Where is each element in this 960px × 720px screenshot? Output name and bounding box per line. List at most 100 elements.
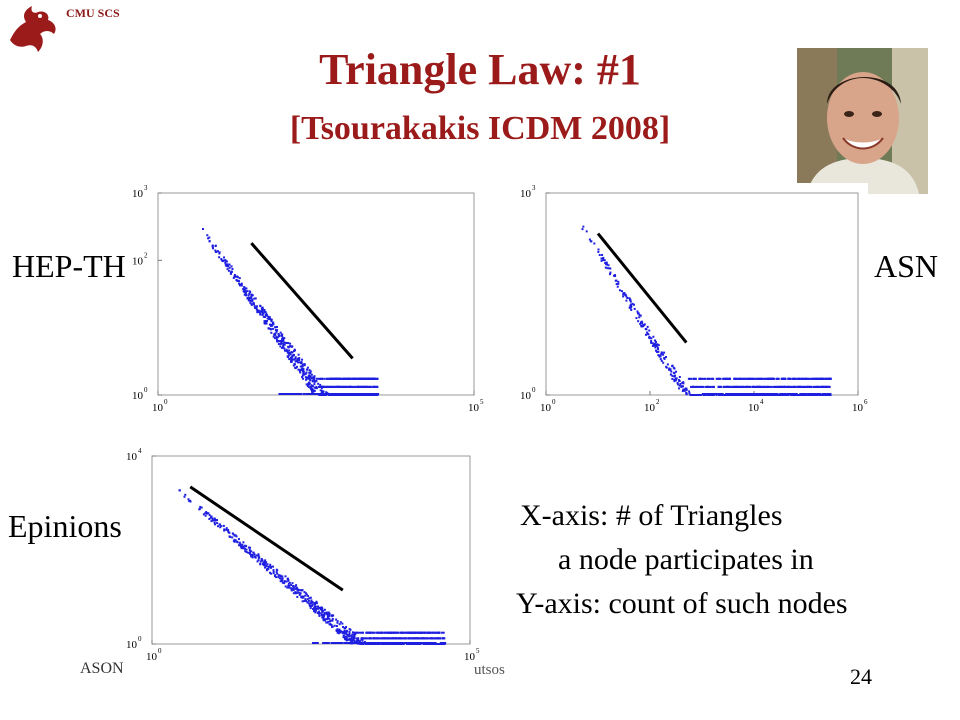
data-point xyxy=(287,578,290,581)
data-point xyxy=(633,307,636,310)
data-point xyxy=(803,385,806,388)
data-point xyxy=(251,554,254,557)
data-point xyxy=(293,393,297,395)
data-point xyxy=(740,385,743,388)
data-point xyxy=(380,642,384,644)
data-point xyxy=(320,393,324,395)
data-point xyxy=(272,565,275,568)
data-point xyxy=(752,377,755,380)
data-point xyxy=(765,393,769,395)
data-point xyxy=(294,587,297,590)
data-point xyxy=(657,354,660,357)
data-point xyxy=(700,377,703,380)
data-point xyxy=(367,393,371,395)
data-point xyxy=(376,637,379,640)
data-point xyxy=(440,642,444,644)
data-point xyxy=(239,543,242,546)
data-point xyxy=(303,364,306,367)
data-point xyxy=(256,311,259,314)
data-point xyxy=(227,269,230,272)
data-point xyxy=(358,642,362,644)
data-point xyxy=(340,377,343,380)
data-point xyxy=(216,522,219,525)
data-point xyxy=(249,299,252,302)
data-point xyxy=(420,631,423,634)
scatter-points xyxy=(178,489,447,645)
data-point xyxy=(297,589,300,592)
data-point xyxy=(424,642,428,644)
data-point xyxy=(252,551,255,554)
data-point xyxy=(284,585,287,588)
data-point xyxy=(287,393,291,395)
data-point xyxy=(736,385,739,388)
data-point xyxy=(657,344,660,347)
data-point xyxy=(639,322,642,325)
data-point xyxy=(316,393,320,395)
data-point xyxy=(330,614,333,617)
data-point xyxy=(178,489,181,492)
data-point xyxy=(321,606,324,609)
data-point xyxy=(233,538,236,541)
data-point xyxy=(276,340,279,343)
data-point xyxy=(383,631,386,634)
data-point xyxy=(659,358,662,361)
data-point xyxy=(251,556,254,559)
data-point xyxy=(654,346,657,349)
data-point xyxy=(265,321,268,324)
data-point xyxy=(714,393,718,395)
data-point xyxy=(247,551,250,554)
data-point xyxy=(585,230,588,233)
data-point xyxy=(704,377,707,380)
data-point xyxy=(320,391,323,394)
data-point xyxy=(326,621,329,624)
data-point xyxy=(708,393,712,395)
data-point xyxy=(363,640,366,643)
data-point xyxy=(808,385,811,388)
data-point xyxy=(675,377,678,380)
data-point xyxy=(226,263,229,266)
data-point xyxy=(290,351,293,354)
data-point xyxy=(688,377,691,380)
data-point xyxy=(718,385,721,388)
data-point xyxy=(744,385,747,388)
data-point xyxy=(220,525,223,528)
data-point xyxy=(364,377,367,380)
data-point xyxy=(361,377,364,380)
data-point xyxy=(287,354,290,357)
data-point xyxy=(293,363,296,366)
data-point xyxy=(760,377,763,380)
data-point xyxy=(617,280,620,283)
data-point xyxy=(605,263,608,266)
data-point xyxy=(253,305,256,308)
data-point xyxy=(402,637,405,640)
data-point xyxy=(386,637,389,640)
data-point xyxy=(803,377,806,380)
data-point xyxy=(658,355,661,358)
data-point xyxy=(270,323,273,326)
data-point xyxy=(743,385,746,388)
data-point xyxy=(227,528,230,531)
data-point xyxy=(317,610,320,613)
data-point xyxy=(274,332,277,335)
data-point xyxy=(639,314,642,317)
data-point xyxy=(231,536,234,539)
data-point xyxy=(353,636,356,639)
data-point xyxy=(676,381,679,384)
data-point xyxy=(283,349,286,352)
chart-asn-svg: 10 0 10 2 10 4 10 610 010 3 xyxy=(520,184,868,414)
data-point xyxy=(317,377,320,380)
data-point xyxy=(631,302,634,305)
data-point xyxy=(268,571,271,574)
data-point xyxy=(242,547,245,550)
footer-left: ASON xyxy=(80,660,124,677)
data-point xyxy=(735,377,738,380)
data-point xyxy=(263,320,266,323)
data-point xyxy=(269,563,272,566)
y-tick-label: 10 xyxy=(126,451,138,463)
data-point xyxy=(311,601,314,604)
data-point xyxy=(300,596,303,599)
data-point xyxy=(819,385,822,388)
data-point xyxy=(442,631,445,634)
x-tick-exponent: 6 xyxy=(864,398,868,406)
data-point xyxy=(602,258,605,261)
